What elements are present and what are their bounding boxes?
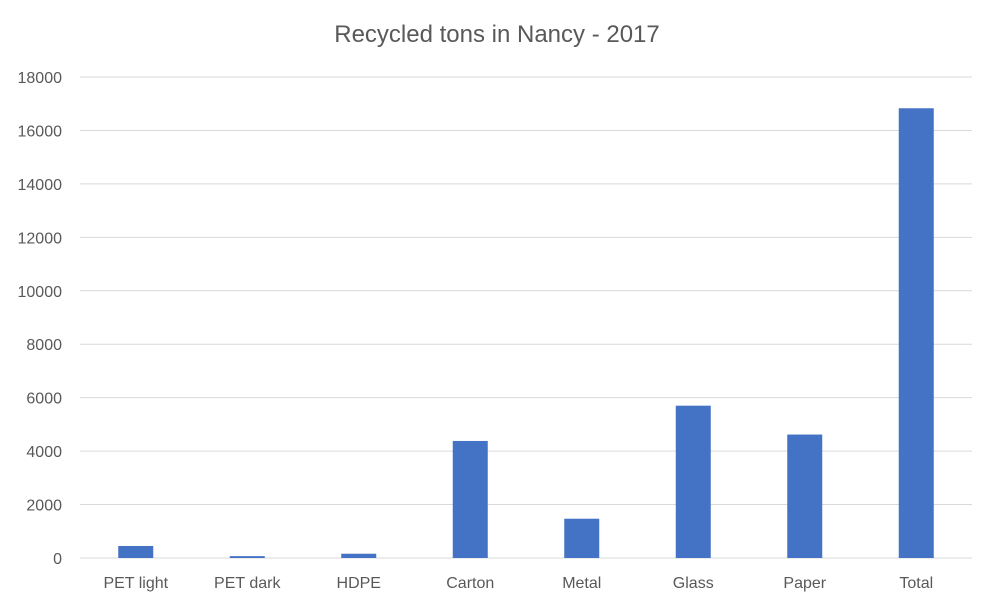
y-tick-label: 14000 bbox=[18, 177, 63, 194]
x-category-label: Paper bbox=[783, 575, 826, 592]
x-category-label: Total bbox=[899, 575, 933, 592]
y-tick-label: 4000 bbox=[26, 444, 62, 461]
y-tick-label: 18000 bbox=[18, 70, 63, 87]
x-axis-categories: PET light PET dark HDPE Carton Metal Glass Pap… bbox=[103, 575, 933, 592]
gridlines bbox=[80, 76, 972, 559]
chart-title: Recycled tons in Nancy - 2017 bbox=[334, 21, 660, 48]
y-tick-label: 12000 bbox=[18, 230, 63, 247]
y-tick-label: 0 bbox=[53, 551, 62, 568]
bar-pet-dark bbox=[229, 556, 265, 558]
y-tick-label: 10000 bbox=[18, 284, 63, 301]
y-tick-label: 16000 bbox=[18, 123, 63, 140]
bar-metal bbox=[564, 518, 600, 558]
x-category-label: HDPE bbox=[337, 575, 381, 592]
bar-total bbox=[898, 108, 934, 558]
x-category-label: Glass bbox=[673, 575, 714, 592]
x-category-label: Carton bbox=[446, 575, 494, 592]
y-tick-label: 2000 bbox=[26, 498, 62, 515]
y-axis-ticks: 0 2000 4000 6000 8000 10000 12000 14000 16000 180… bbox=[18, 70, 63, 568]
bar-pet-light bbox=[118, 545, 154, 558]
bar-glass bbox=[675, 405, 711, 558]
x-category-label: Metal bbox=[562, 575, 601, 592]
bars bbox=[118, 108, 934, 558]
y-tick-label: 8000 bbox=[26, 337, 62, 354]
x-category-label: PET light bbox=[103, 575, 168, 592]
bar-carton bbox=[452, 440, 488, 558]
y-tick-label: 6000 bbox=[26, 391, 62, 408]
bar-hdpe bbox=[341, 553, 377, 558]
bar-paper bbox=[787, 434, 823, 558]
x-category-label: PET dark bbox=[214, 575, 281, 592]
